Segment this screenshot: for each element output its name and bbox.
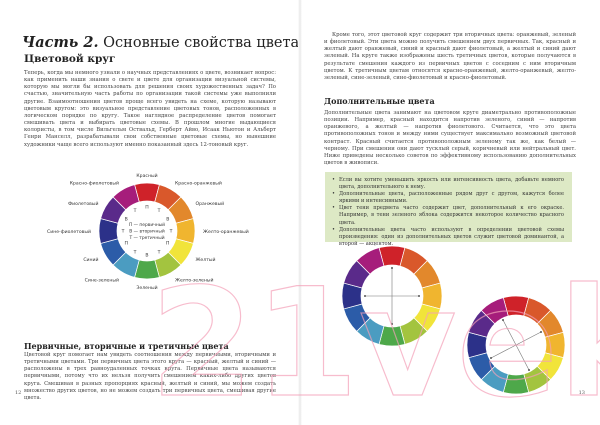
gutter [298, 0, 302, 425]
chapter-heading: Часть 2. Основные свойства цвета [22, 34, 300, 51]
arrow-head [490, 357, 492, 359]
wheel-segment [112, 184, 140, 211]
wheel-color-label: Сине-зеленый [85, 276, 119, 283]
wheel-legend-item: Т — третичный [128, 234, 164, 241]
secondary-paragraph: Кроме того, этот цветовой круг содержит … [324, 32, 576, 81]
color-wheel-diagram: Красный П Красно-оранжевый Т Оранжевый В Желто… [47, 172, 249, 291]
arrow-head [364, 295, 366, 297]
wheel-color-label: Сине-фиолетовый [47, 228, 91, 235]
page-number: 12 [15, 390, 22, 396]
arrow-head [391, 267, 393, 269]
complementary-paragraph: Дополнительные цвета занимают на цветово… [324, 110, 576, 167]
wheel-color-label: Желтый [195, 256, 215, 263]
arrow-head [528, 369, 530, 371]
section2-title: Первичные, вторичные и третичные цвета [24, 341, 229, 351]
wheel-type-letter: Т [157, 208, 161, 214]
wheel-type-letter: В [145, 253, 148, 259]
complement-arrow [490, 331, 542, 359]
wheel-type-letter: В [166, 217, 169, 223]
wheel-color-label: Желто-зеленый [175, 276, 214, 283]
section2-paragraph: Цветовой круг помогает нам увидеть соотн… [24, 352, 276, 401]
wheel-type-letter: П [166, 241, 169, 247]
wheel-legend-item: П — первичный [129, 221, 165, 228]
page-number: 13 [578, 390, 585, 396]
tip-item: Дополнительные цвета, расположенные рядо… [332, 191, 564, 205]
wheel-type-letter: П [145, 205, 148, 211]
wheel-color-label: Синий [83, 256, 98, 263]
wheel-color-label: Красно-фиолетовый [70, 180, 119, 187]
arrow-head [391, 323, 393, 325]
wheel-segment [356, 247, 385, 275]
wheel-type-letter: Т [169, 229, 173, 235]
complementary-title: Дополнительные цвета [324, 96, 435, 106]
wheel-segment [480, 297, 509, 325]
wheel-color-label: Оранжевый [195, 200, 224, 207]
left-page: Часть 2. Основные свойства цвета Цветово… [15, 34, 300, 401]
intro-paragraph: Теперь, когда мы немного узнали о научны… [24, 70, 276, 148]
wheel-type-letter: Т [157, 249, 161, 255]
tip-item: Цвет тени предмета часто содержит цвет, … [332, 205, 564, 226]
wheel-legend-item: В — вторичный [129, 228, 165, 235]
wheel-color-label: Желто-оранжевый [203, 228, 249, 235]
wheel-color-label: Фиолетовый [68, 200, 98, 207]
arrow-head [502, 319, 504, 321]
tips-box: Если вы хотите уменьшить яркость или инт… [325, 172, 572, 247]
wheel-type-letter: Т [121, 229, 125, 235]
section-title: Цветовой круг [24, 53, 116, 65]
arrow-head [540, 331, 542, 333]
wheel-type-letter: Т [133, 249, 137, 255]
wheel-type-letter: Т [133, 208, 137, 214]
arrow-head [418, 295, 420, 297]
wheel-color-label: Красно-оранжевый [175, 180, 222, 187]
tip-item: Если вы хотите уменьшить яркость или инт… [332, 177, 564, 191]
tip-item: Дополнительные цвета часто используют в … [332, 227, 564, 248]
complementary-wheels-diagram [341, 245, 566, 395]
wheel-color-label: Зеленый [136, 284, 157, 291]
wheel-color-label: Красный [136, 172, 157, 179]
wheel-type-letter: П [124, 241, 127, 247]
wheel-type-letter: В [125, 217, 128, 223]
right-page: Кроме того, этот цветовой круг содержит … [300, 0, 600, 425]
